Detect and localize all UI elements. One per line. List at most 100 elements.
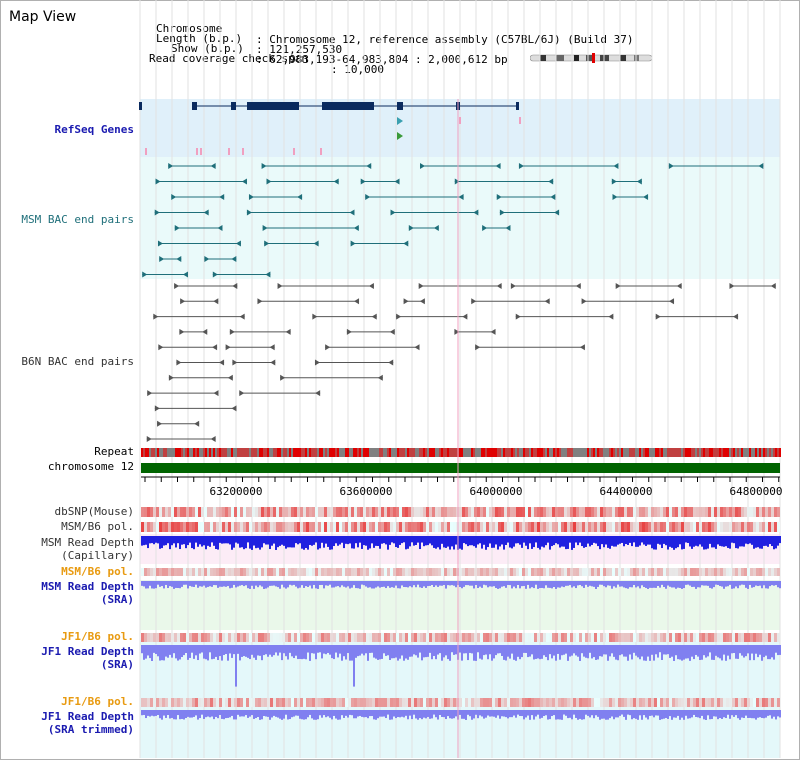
repeat-element bbox=[593, 448, 595, 457]
read-depth-bar bbox=[645, 645, 647, 661]
read-depth-bar bbox=[159, 645, 161, 661]
read-depth-bar bbox=[669, 581, 671, 587]
read-depth-bar bbox=[625, 581, 627, 589]
repeat-element bbox=[527, 448, 529, 457]
repeat-element bbox=[547, 448, 549, 457]
polymorphism-cell bbox=[753, 522, 756, 532]
polymorphism-cell bbox=[279, 698, 282, 707]
polymorphism-cell bbox=[153, 507, 156, 517]
polymorphism-cell bbox=[711, 633, 714, 642]
polymorphism-cell bbox=[201, 522, 204, 532]
repeat-element bbox=[441, 448, 443, 457]
polymorphism-cell bbox=[240, 507, 243, 517]
polymorphism-cell bbox=[582, 568, 585, 576]
bac-end-marker bbox=[354, 298, 360, 305]
read-depth-bar bbox=[617, 645, 619, 661]
polymorphism-cell bbox=[345, 507, 348, 517]
polymorphism-cell bbox=[486, 522, 489, 532]
read-depth-bar bbox=[771, 645, 773, 658]
polymorphism-cell bbox=[471, 507, 474, 517]
read-depth-bar bbox=[517, 581, 519, 586]
polymorphism-cell bbox=[150, 522, 153, 532]
read-depth-bar bbox=[215, 581, 217, 586]
read-depth-bar bbox=[199, 581, 201, 587]
polymorphism-cell bbox=[588, 698, 591, 707]
polymorphism-cell bbox=[192, 507, 195, 517]
polymorphism-cell bbox=[711, 522, 714, 532]
read-depth-bar bbox=[425, 645, 427, 658]
polymorphism-cell bbox=[543, 507, 546, 517]
read-depth-bar bbox=[399, 710, 401, 718]
read-depth-bar bbox=[259, 710, 261, 720]
jf1-b6-pol-2-label: JF1/B6 pol. bbox=[61, 695, 134, 708]
read-depth-bar bbox=[497, 536, 499, 550]
read-depth-bar bbox=[619, 536, 621, 544]
read-depth-bar bbox=[661, 710, 663, 720]
read-depth-bar bbox=[529, 536, 531, 544]
read-depth-bar bbox=[743, 710, 745, 719]
read-depth-bar bbox=[721, 645, 723, 661]
read-depth-bar bbox=[269, 536, 271, 550]
read-depth-bar bbox=[311, 710, 313, 719]
read-depth-bar bbox=[197, 645, 199, 661]
read-depth-bar bbox=[165, 645, 167, 657]
polymorphism-cell bbox=[204, 507, 207, 517]
bac-end-marker bbox=[733, 313, 739, 320]
polymorphism-cell bbox=[564, 633, 567, 642]
repeat-element bbox=[379, 448, 381, 457]
polymorphism-cell bbox=[309, 522, 312, 532]
read-depth-bar bbox=[757, 536, 759, 548]
read-depth-bar bbox=[495, 710, 497, 718]
read-depth-bar bbox=[553, 581, 555, 588]
read-depth-bar bbox=[641, 536, 643, 543]
repeat-element bbox=[301, 448, 303, 457]
read-depth-bar bbox=[527, 645, 529, 658]
read-depth-bar bbox=[763, 645, 765, 658]
read-depth-bar bbox=[347, 536, 349, 545]
repeat-element bbox=[723, 448, 725, 457]
read-depth-bar bbox=[739, 645, 741, 654]
read-depth-bar bbox=[319, 710, 321, 716]
polymorphism-cell bbox=[606, 633, 609, 642]
read-depth-bar bbox=[419, 536, 421, 550]
read-depth-bar bbox=[283, 645, 285, 654]
repeat-element bbox=[157, 448, 159, 457]
read-depth-bar bbox=[621, 710, 623, 715]
polymorphism-cell bbox=[426, 698, 429, 707]
polymorphism-cell bbox=[555, 633, 558, 642]
polymorphism-cell bbox=[369, 568, 372, 576]
polymorphism-cell bbox=[465, 522, 468, 532]
polymorphism-cell bbox=[294, 522, 297, 532]
polymorphism-cell bbox=[729, 522, 732, 532]
read-depth-bar bbox=[481, 710, 483, 717]
read-depth-bar bbox=[313, 581, 315, 585]
read-depth-bar bbox=[549, 710, 551, 720]
chromosome-ideogram[interactable] bbox=[530, 53, 652, 63]
polymorphism-cell bbox=[264, 633, 267, 642]
bac-end-marker bbox=[433, 225, 439, 231]
read-depth-bar bbox=[541, 710, 543, 718]
polymorphism-cell bbox=[444, 698, 447, 707]
polymorphism-cell bbox=[768, 698, 771, 707]
read-depth-bar bbox=[317, 645, 319, 653]
bac-end-marker bbox=[231, 256, 237, 262]
repeat-element bbox=[661, 448, 663, 457]
repeat-element bbox=[447, 448, 449, 457]
polymorphism-cell bbox=[684, 522, 687, 532]
polymorphism-cell bbox=[723, 522, 726, 532]
polymorphism-cell bbox=[666, 568, 669, 576]
read-depth-bar bbox=[603, 710, 605, 719]
read-depth-bar bbox=[765, 581, 767, 589]
read-depth-bar bbox=[607, 536, 609, 548]
read-depth-bar bbox=[673, 645, 675, 661]
polymorphism-cell bbox=[171, 698, 174, 707]
read-depth-bar bbox=[713, 536, 715, 548]
polymorphism-cell bbox=[498, 507, 501, 517]
read-depth-bar bbox=[247, 645, 249, 658]
read-depth-bar bbox=[545, 581, 547, 586]
polymorphism-cell bbox=[474, 522, 477, 532]
read-depth-bar bbox=[709, 710, 711, 720]
read-depth-bar bbox=[287, 536, 289, 548]
read-depth-bar bbox=[387, 581, 389, 587]
